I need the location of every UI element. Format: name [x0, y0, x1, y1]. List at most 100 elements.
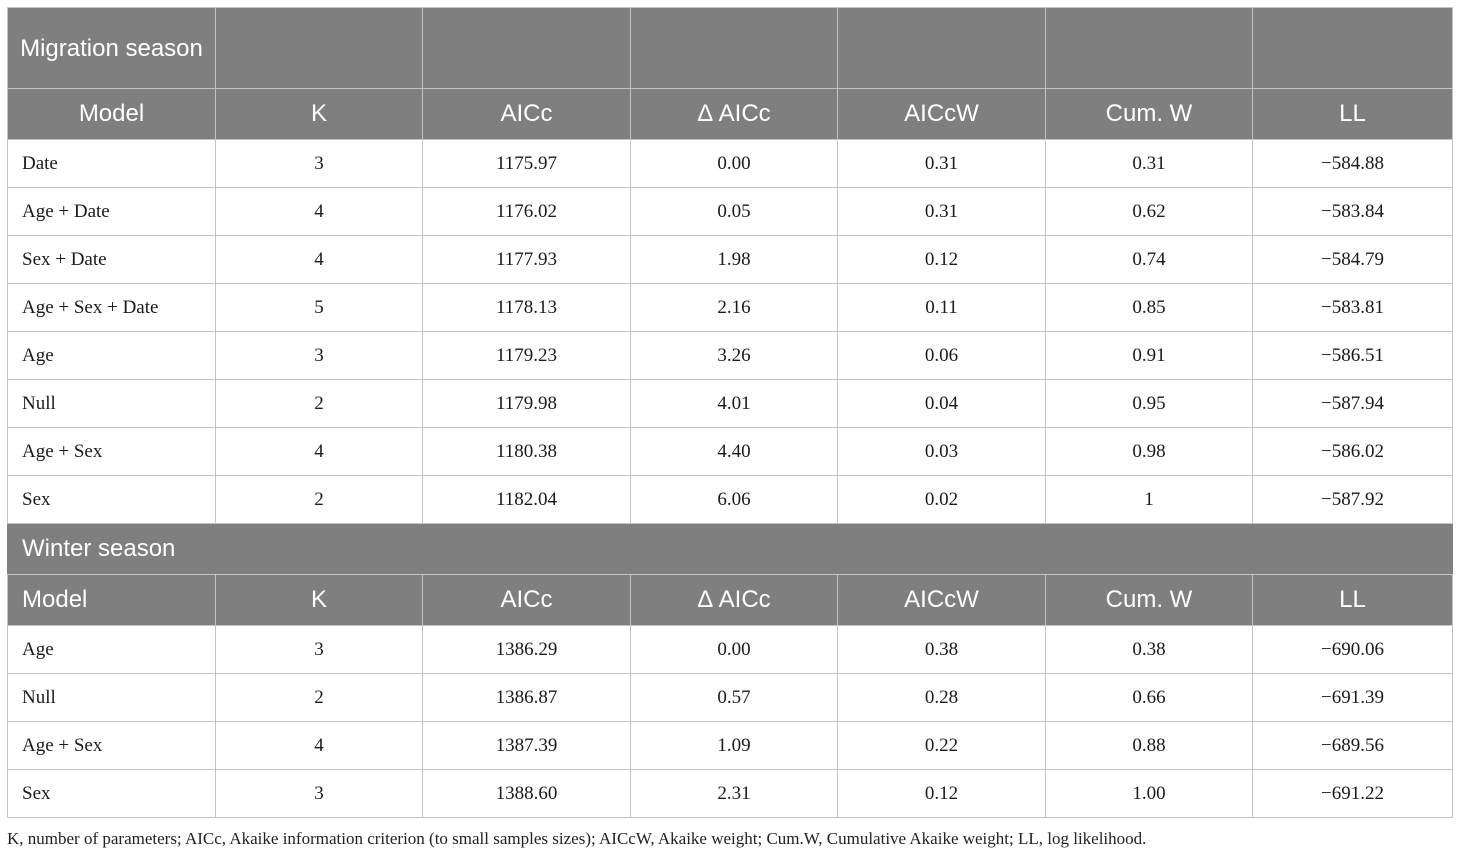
value-cell: 1179.23	[422, 331, 631, 380]
value-cell: 0.62	[1045, 187, 1253, 236]
table-row: Age 3 1386.29 0.00 0.38 0.38 −690.06	[7, 625, 1453, 674]
value-cell: 1175.97	[422, 139, 631, 188]
value-cell: 1177.93	[422, 235, 631, 284]
value-cell: 0.98	[1045, 427, 1253, 476]
column-header: K	[215, 88, 423, 140]
value-cell: 4	[215, 187, 423, 236]
model-name-cell: Sex	[7, 769, 216, 818]
value-cell: 4	[215, 235, 423, 284]
column-header: Δ AICc	[630, 88, 838, 140]
value-cell: 1182.04	[422, 475, 631, 524]
model-name-cell: Age + Sex	[7, 427, 216, 476]
model-name-cell: Age	[7, 331, 216, 380]
value-cell: 3	[215, 769, 423, 818]
value-cell: −586.51	[1252, 331, 1453, 380]
table-row: Null 2 1386.87 0.57 0.28 0.66 −691.39	[7, 673, 1453, 722]
column-header: AICcW	[837, 88, 1046, 140]
model-name-cell: Null	[7, 379, 216, 428]
value-cell: 0.11	[837, 283, 1046, 332]
value-cell: −691.39	[1252, 673, 1453, 722]
value-cell: −587.94	[1252, 379, 1453, 428]
value-cell: 6.06	[630, 475, 838, 524]
value-cell: 0.38	[1045, 625, 1253, 674]
value-cell: −583.84	[1252, 187, 1453, 236]
value-cell: 0.88	[1045, 721, 1253, 770]
column-header: AICc	[422, 88, 631, 140]
value-cell: 0.85	[1045, 283, 1253, 332]
value-cell: 3	[215, 331, 423, 380]
section-header-winter: Winter season	[7, 523, 1453, 575]
column-header: Cum. W	[1045, 574, 1253, 626]
column-header: Cum. W	[1045, 88, 1253, 140]
value-cell: 0.28	[837, 673, 1046, 722]
value-cell: 1386.87	[422, 673, 631, 722]
value-cell: 0.03	[837, 427, 1046, 476]
value-cell: 1176.02	[422, 187, 631, 236]
model-name-cell: Date	[7, 139, 216, 188]
table-row: Age + Date 4 1176.02 0.05 0.31 0.62 −583.84	[7, 187, 1453, 236]
model-selection-table: Migration season Model K AICc Δ AICc AIC…	[7, 7, 1453, 818]
value-cell: 0.74	[1045, 235, 1253, 284]
column-header-row-winter: Model K AICc Δ AICc AICcW Cum. W LL	[7, 574, 1453, 626]
value-cell: 3	[215, 139, 423, 188]
column-header: K	[215, 574, 423, 626]
value-cell: 4.01	[630, 379, 838, 428]
value-cell: 0.00	[630, 625, 838, 674]
value-cell: 4	[215, 721, 423, 770]
value-cell: 0.12	[837, 769, 1046, 818]
column-header: Model	[7, 574, 216, 626]
table-row: Age 3 1179.23 3.26 0.06 0.91 −586.51	[7, 331, 1453, 380]
model-name-cell: Sex + Date	[7, 235, 216, 284]
column-header-row-migration: Model K AICc Δ AICc AICcW Cum. W LL	[7, 88, 1453, 140]
value-cell: 1388.60	[422, 769, 631, 818]
model-name-cell: Sex	[7, 475, 216, 524]
column-header: Model	[7, 88, 216, 140]
table-row: Sex 2 1182.04 6.06 0.02 1 −587.92	[7, 475, 1453, 524]
model-name-cell: Age + Sex + Date	[7, 283, 216, 332]
value-cell: −586.02	[1252, 427, 1453, 476]
table-row: Sex 3 1388.60 2.31 0.12 1.00 −691.22	[7, 769, 1453, 818]
value-cell: 0.31	[837, 139, 1046, 188]
value-cell: 0.22	[837, 721, 1046, 770]
table-row: Sex + Date 4 1177.93 1.98 0.12 0.74 −584.79	[7, 235, 1453, 284]
value-cell: 1	[1045, 475, 1253, 524]
table-row: Age + Sex + Date 5 1178.13 2.16 0.11 0.85 −583…	[7, 283, 1453, 332]
value-cell: 0.38	[837, 625, 1046, 674]
value-cell: 1386.29	[422, 625, 631, 674]
column-header: AICc	[422, 574, 631, 626]
value-cell: 1387.39	[422, 721, 631, 770]
column-header: LL	[1252, 88, 1453, 140]
model-name-cell: Age + Date	[7, 187, 216, 236]
value-cell: 0.12	[837, 235, 1046, 284]
table-footnote: K, number of parameters; AICc, Akaike in…	[7, 829, 1147, 848]
table-row: Age + Sex 4 1180.38 4.40 0.03 0.98 −586.02	[7, 427, 1453, 476]
value-cell: −584.88	[1252, 139, 1453, 188]
value-cell: 2	[215, 673, 423, 722]
value-cell: 2.31	[630, 769, 838, 818]
value-cell: 1179.98	[422, 379, 631, 428]
value-cell: 0.66	[1045, 673, 1253, 722]
value-cell: 5	[215, 283, 423, 332]
value-cell: 1180.38	[422, 427, 631, 476]
model-name-cell: Age	[7, 625, 216, 674]
value-cell: −583.81	[1252, 283, 1453, 332]
section-title-migration: Migration season	[7, 7, 216, 89]
value-cell: 2	[215, 379, 423, 428]
value-cell: 4	[215, 427, 423, 476]
value-cell: 0.05	[630, 187, 838, 236]
value-cell: 2.16	[630, 283, 838, 332]
value-cell: 0.00	[630, 139, 838, 188]
value-cell: 3.26	[630, 331, 838, 380]
value-cell: 3	[215, 625, 423, 674]
value-cell: 0.57	[630, 673, 838, 722]
value-cell: 2	[215, 475, 423, 524]
value-cell: 1178.13	[422, 283, 631, 332]
value-cell: 0.04	[837, 379, 1046, 428]
table-body: Migration season Model K AICc Δ AICc AIC…	[7, 7, 1453, 818]
model-name-cell: Age + Sex	[7, 721, 216, 770]
value-cell: −689.56	[1252, 721, 1453, 770]
value-cell: 4.40	[630, 427, 838, 476]
value-cell: −691.22	[1252, 769, 1453, 818]
column-header: Δ AICc	[630, 574, 838, 626]
value-cell: −584.79	[1252, 235, 1453, 284]
